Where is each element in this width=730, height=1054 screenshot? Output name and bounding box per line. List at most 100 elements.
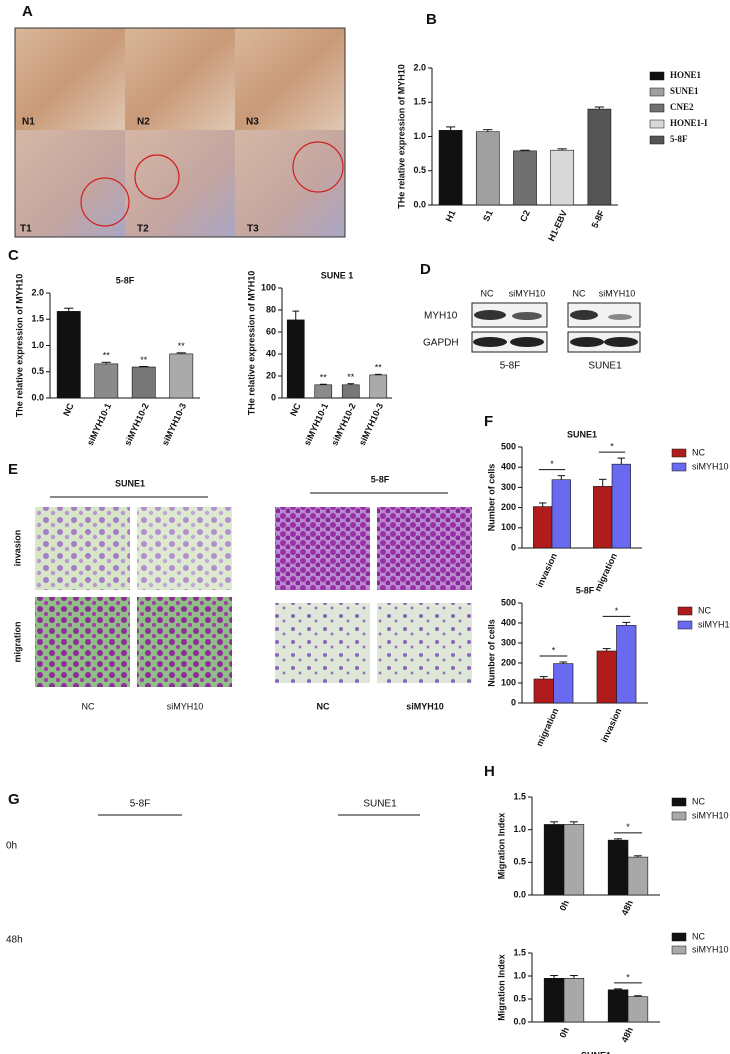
blot (471, 331, 548, 353)
roi-circle (134, 154, 180, 200)
x-tick-label: NC (288, 401, 303, 417)
legend-swatch (677, 620, 693, 630)
bar (341, 384, 360, 399)
chart: 0.0 0.5 1.0 1.5 2.0 5-8F The relative expressi… (14, 274, 200, 447)
chart: 0.0 0.5 1.0 1.5 Migration Index 0h 48h * SUNE1 NC… (496, 931, 728, 1054)
annotation: * (626, 822, 630, 832)
chart: 0.0 0.5 1.0 1.5 Migration Index 0h 48h * NC siMYH… (496, 791, 728, 917)
bar (543, 977, 565, 1023)
y-tick-label: 0 (511, 542, 516, 552)
y-tick-label: 400 (501, 617, 516, 627)
band (604, 337, 638, 347)
panel-label: D (420, 261, 431, 278)
y-tick-label: 100 (501, 677, 516, 687)
bar (563, 824, 585, 896)
ihc-label: T1 (20, 224, 32, 235)
cell-line-label: SUNE1 (115, 478, 145, 488)
protein-label: GAPDH (423, 338, 459, 349)
ihc-label: T3 (247, 224, 259, 235)
bar (551, 479, 571, 549)
ihc-label: N2 (137, 117, 150, 128)
x-tick-label: migration (534, 707, 560, 748)
legend-label: HONE1-I (670, 118, 708, 128)
ihc-image (125, 28, 235, 130)
ihc-label: N3 (246, 117, 259, 128)
ihc-label: N1 (22, 117, 35, 128)
bar (369, 374, 388, 399)
transwell-image (137, 507, 232, 590)
y-tick-label: 500 (501, 441, 516, 451)
row-label: 0h (6, 841, 17, 852)
transwell-image (377, 507, 472, 590)
chart: 0 100 200 300 400 500 SUNE1 Number of cells inva… (486, 429, 728, 593)
legend-swatch (671, 797, 687, 807)
lane-label: siMYH10 (509, 288, 546, 298)
y-tick-label: 2.0 (31, 287, 44, 297)
annotation: * (550, 459, 554, 469)
y-axis-label: THe relative expression of MYH10 (246, 271, 256, 416)
bar (616, 625, 637, 704)
bar (587, 108, 612, 206)
bar (607, 989, 629, 1023)
panel-label: G (8, 791, 20, 808)
bar (533, 506, 553, 549)
chart: 0 20 40 60 80 100 SUNE 1 THe relative expressio… (246, 270, 392, 447)
band (570, 337, 604, 347)
bar (593, 486, 613, 549)
roi-circle (80, 177, 130, 227)
wound-healing: 5-8F SUNE1 0h 48h (6, 799, 420, 946)
y-tick-label: 20 (266, 370, 276, 380)
y-tick-label: 80 (266, 304, 276, 314)
lane-label: NC (573, 288, 586, 298)
y-axis-label: Migration Index (496, 813, 506, 880)
y-axis-label: THe relative expression of MYH10 (396, 64, 406, 209)
legend-label: NC (692, 447, 705, 457)
western-blot: NC siMYH10 NC siMYH10 MYH10 GAPDH 5-8F S… (423, 288, 641, 372)
cell-line-label: 5-8F (130, 799, 151, 810)
legend-swatch (677, 606, 693, 616)
chart-title: SUNE1 (567, 429, 597, 439)
column-label: siMYH10 (167, 701, 204, 711)
x-tick-label: siMYH10-1 (302, 402, 330, 447)
ihc-label: T2 (137, 224, 149, 235)
bar (533, 678, 554, 704)
transwell: SUNE1 5-8F invasion migration NC siMYH10… (12, 474, 472, 711)
legend-swatch (671, 448, 687, 458)
chart-title: 5-8F (576, 585, 595, 595)
bar (131, 366, 156, 399)
band (512, 312, 542, 320)
y-tick-label: 0 (511, 697, 516, 707)
chart-title: 5-8F (116, 275, 135, 285)
y-axis-label: Migration Index (496, 954, 506, 1021)
annotation: * (552, 645, 556, 655)
x-tick-label: H1-EBV (546, 209, 569, 243)
annotation: * (610, 441, 614, 451)
legend-label: SUNE1 (670, 86, 699, 96)
legend-label: HONE1 (670, 70, 702, 80)
y-tick-label: 100 (501, 522, 516, 532)
y-tick-label: 2.0 (413, 62, 426, 72)
annotation: * (615, 606, 619, 616)
legend-swatch (649, 87, 665, 97)
x-tick-label: H1 (444, 209, 458, 224)
cell-line-label: 5-8F (371, 474, 390, 484)
x-tick-label: S1 (481, 209, 495, 223)
annotation: ** (347, 372, 355, 382)
legend-label: NC (692, 796, 705, 806)
y-tick-label: 0 (271, 392, 276, 402)
bar (56, 311, 81, 399)
transwell-image (377, 603, 472, 683)
y-tick-label: 1.5 (513, 947, 526, 957)
y-tick-label: 400 (501, 462, 516, 472)
panel-label: A (22, 3, 33, 20)
band (510, 337, 544, 347)
legend-label: siMYH10 (698, 619, 730, 629)
x-tick-label: invasion (534, 552, 558, 589)
x-tick-label: siMYH10-2 (122, 402, 150, 447)
chart: 0 100 200 300 400 500 5-8F Number of cells migra… (486, 585, 730, 748)
y-tick-label: 40 (266, 348, 276, 358)
roi-circle (292, 141, 344, 193)
y-axis-label: Number of cells (486, 619, 496, 687)
bar (611, 463, 631, 549)
